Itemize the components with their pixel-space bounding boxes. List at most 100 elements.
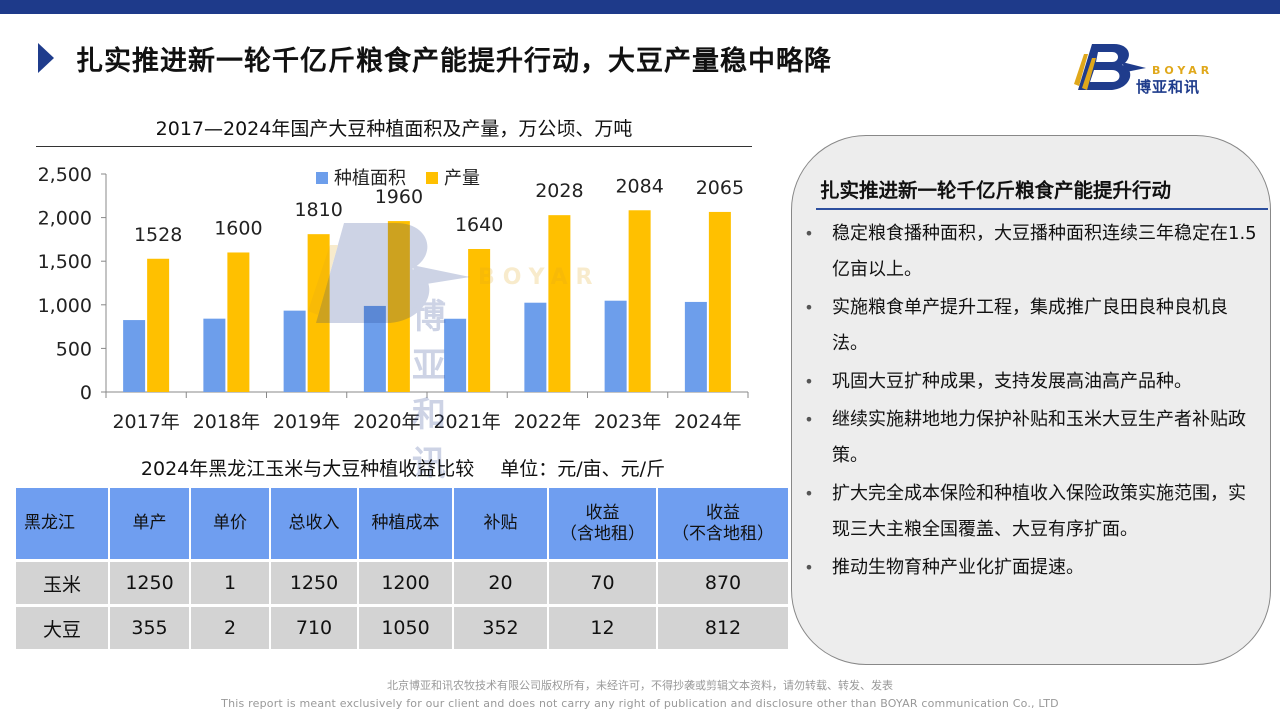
title-arrow-icon [38, 43, 54, 73]
table-unit: 单位：元/亩、元/斤 [500, 458, 666, 480]
table-cell: 710 [270, 605, 359, 652]
logo-chinese: 博亚和讯 [1136, 78, 1201, 96]
y-tick-label: 0 [80, 382, 92, 404]
output-bar-3 [307, 234, 330, 392]
table-cell: 1 [190, 560, 271, 607]
logo-english: BOYAR [1152, 64, 1214, 77]
table-cell: 812 [657, 605, 788, 652]
bullet-icon: • [804, 372, 814, 391]
area-bar-2 [203, 318, 226, 392]
table-cell: 870 [657, 560, 788, 607]
table-cell: 2 [190, 605, 271, 652]
area-bar-8 [684, 301, 707, 392]
output-bar-1 [147, 258, 170, 392]
output-data-label: 2084 [615, 175, 663, 197]
x-tick-label: 2018年 [193, 411, 260, 433]
page-title: 扎实推进新一轮千亿斤粮食产能提升行动，大豆产量稳中略降 [76, 45, 832, 77]
footer-copyright-en: This report is meant exclusively for our… [221, 697, 1059, 710]
table-cell: 1250 [109, 560, 191, 607]
x-tick-label: 2021年 [433, 411, 500, 433]
table-header-cell: 单价 [190, 488, 271, 562]
table-header-cell: 收益 （不含地租） [657, 488, 788, 562]
x-tick-label: 2020年 [353, 411, 420, 433]
boyar-logo-icon [1074, 44, 1146, 90]
boyar-logo: BOYAR 博亚和讯 [1070, 38, 1230, 98]
soybean-chart: 0 500 1,000 1,500 2,000 2,500 1528 2017年 1600 201… [38, 164, 749, 433]
table-row-corn: 玉米 1250 1 1250 1200 20 70 870 [16, 560, 788, 607]
table-row-soybean: 大豆 355 2 710 1050 352 12 812 [16, 605, 788, 652]
panel-title: 扎实推进新一轮千亿斤粮食产能提升行动 [816, 174, 1268, 210]
x-tick-label: 2017年 [112, 411, 179, 433]
output-data-label: 1600 [214, 217, 262, 239]
legend-swatch [426, 172, 438, 184]
policy-list: • 稳定粮食播种面积，大豆播种面积连续三年稳定在1.5亿亩以上。 • 实施粮食单产提… [802, 216, 1262, 588]
table-header-cell: 补贴 [453, 488, 549, 562]
table-cell: 1200 [358, 560, 454, 607]
output-bar-2 [227, 252, 250, 392]
policy-item: • 巩固大豆扩种成果，支持发展高油高产品种。 [802, 364, 1262, 400]
output-data-label: 1810 [294, 199, 342, 221]
x-tick-label: 2023年 [594, 411, 661, 433]
title-row: 扎实推进新一轮千亿斤粮食产能提升行动，大豆产量稳中略降 [38, 38, 832, 78]
income-comparison-table: 黑龙江 单产 单价 总收入 种植成本 补贴 收益 （含地租） 收益 （不含地租） 玉… [16, 488, 788, 652]
footer-copyright-cn: 北京博亚和讯农牧技术有限公司版权所有，未经许可，不得抄袭或剪辑文本资料，请勿转载… [387, 679, 893, 692]
table-cell: 352 [453, 605, 549, 652]
x-tick-label: 2022年 [514, 411, 581, 433]
policy-item: • 推动生物育种产业化扩面提速。 [802, 550, 1262, 586]
bullet-icon: • [804, 298, 814, 317]
policy-item: • 继续实施耕地地力保护补贴和玉米大豆生产者补贴政策。 [802, 402, 1262, 474]
chart-title: 2017—2024年国产大豆种植面积及产量，万公顷、万吨 [36, 114, 752, 147]
area-bar-4 [363, 305, 386, 392]
table-cell: 大豆 [16, 605, 110, 652]
output-bar-5 [468, 248, 491, 392]
table-title: 2024年黑龙江玉米与大豆种植收益比较 单位：元/亩、元/斤 [18, 454, 788, 481]
output-bar-8 [708, 211, 731, 392]
y-tick-label: 500 [56, 338, 92, 360]
table-cell: 玉米 [16, 560, 110, 607]
bullet-icon: • [804, 558, 814, 577]
output-data-label: 2065 [696, 177, 744, 199]
table-cell: 1250 [270, 560, 359, 607]
x-tick-label: 2019年 [273, 411, 340, 433]
table-cell: 1050 [358, 605, 454, 652]
table-header-cell: 黑龙江 [16, 488, 110, 562]
area-bar-1 [123, 320, 146, 392]
bullet-icon: • [804, 484, 814, 503]
table-cell: 12 [548, 605, 658, 652]
output-data-label: 1960 [375, 186, 423, 208]
policy-item: • 扩大完全成本保险和种植收入保险政策实施范围，实现三大主粮全国覆盖、大豆有序扩面… [802, 476, 1262, 548]
top-accent-bar [0, 0, 1280, 14]
table-header-cell: 收益 （含地租） [548, 488, 658, 562]
table-cell: 70 [548, 560, 658, 607]
table-header-cell: 单产 [109, 488, 191, 562]
area-bar-7 [604, 300, 627, 392]
area-bar-3 [283, 310, 306, 392]
y-tick-label: 1,000 [38, 295, 92, 317]
area-bar-5 [444, 318, 467, 392]
policy-item: • 实施粮食单产提升工程，集成推广良田良种良机良法。 [802, 290, 1262, 362]
output-bar-7 [628, 210, 651, 392]
output-data-label: 1528 [134, 224, 182, 246]
legend-label: 产量 [444, 168, 480, 189]
x-tick-label: 2024年 [674, 411, 741, 433]
table-header-row: 黑龙江 单产 单价 总收入 种植成本 补贴 收益 （含地租） 收益 （不含地租） [16, 488, 788, 562]
output-bar-6 [548, 215, 571, 392]
y-tick-label: 2,500 [38, 164, 92, 186]
table-header-cell: 总收入 [270, 488, 359, 562]
table-header-cell: 种植成本 [358, 488, 454, 562]
y-tick-label: 1,500 [38, 251, 92, 273]
policy-item: • 稳定粮食播种面积，大豆播种面积连续三年稳定在1.5亿亩以上。 [802, 216, 1262, 288]
bullet-icon: • [804, 410, 814, 429]
y-tick-label: 2,000 [38, 208, 92, 230]
table-cell: 355 [109, 605, 191, 652]
policy-panel: 扎实推进新一轮千亿斤粮食产能提升行动 • 稳定粮食播种面积，大豆播种面积连续三年稳… [791, 135, 1271, 665]
legend-swatch [316, 172, 328, 184]
bullet-icon: • [804, 224, 814, 243]
output-bar-4 [387, 221, 410, 392]
area-bar-6 [524, 302, 547, 392]
table-title-text: 2024年黑龙江玉米与大豆种植收益比较 [140, 458, 475, 480]
table-cell: 20 [453, 560, 549, 607]
output-data-label: 2028 [535, 180, 583, 202]
output-data-label: 1640 [455, 214, 503, 236]
legend-label: 种植面积 [334, 168, 406, 189]
